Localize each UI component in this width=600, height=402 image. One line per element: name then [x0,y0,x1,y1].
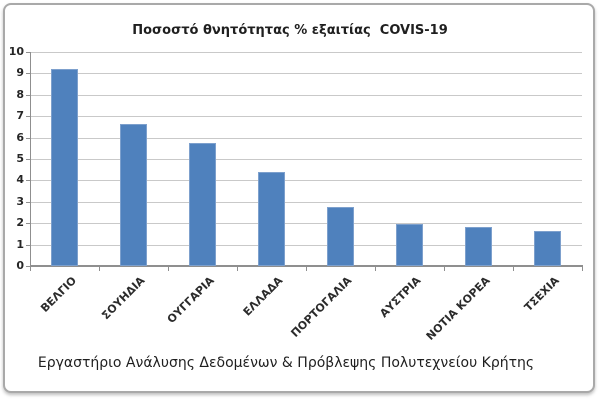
chart-footer: Εργαστήριο Ανάλυσης Δεδομένων & Πρόβλεψη… [37,355,535,371]
y-axis-tick-label: 7 [16,109,24,123]
x-tick [444,267,445,271]
x-axis-line [30,265,583,267]
bar-ΠΟΡΤΟΓΑΛΙΑ [327,207,354,266]
gridline [30,244,582,246]
y-axis-tick-label: 5 [16,152,24,165]
bar-ΤΣΕΧΙΑ [534,230,561,266]
x-tick [30,267,31,271]
y-axis-tick-label: 6 [16,130,24,144]
y-tick [26,137,30,139]
gridline [30,116,582,118]
gridline [30,137,582,139]
y-axis-tick-label: 1 [16,237,24,251]
y-tick [26,201,30,203]
bar-ΑΥΣΤΡΙΑ [396,224,423,266]
y-axis-tick-label: 0 [16,259,24,272]
bar-ΝΟΤΙΑ ΚΟΡΕΑ [465,227,492,266]
y-tick [26,159,30,160]
gridline [30,223,582,225]
y-tick [26,52,30,53]
gridline [30,94,582,96]
chart-frame [3,3,595,393]
gridline [30,201,582,203]
y-axis-tick-label: 10 [8,45,24,58]
y-tick [26,73,30,75]
x-tick [582,267,583,271]
x-tick [237,267,238,271]
y-axis-tick-label: 9 [16,66,24,80]
bar-ΕΛΛΑΔΑ [258,171,285,266]
gridline [30,159,582,160]
y-axis-tick-label: 2 [16,216,24,230]
x-tick [513,267,514,271]
y-tick [26,266,30,267]
bar-ΒΕΛΓΙΟ [51,69,78,266]
y-axis-line [30,52,31,266]
y-axis-tick-label: 8 [16,87,24,101]
bar-ΟΥΓΓΑΡΙΑ [189,142,216,266]
y-axis-tick-label: 4 [16,173,24,187]
y-tick [26,223,30,225]
gridline [30,180,582,182]
bar-ΣΟΥΗΔΙΑ [120,123,147,266]
y-tick [26,94,30,96]
y-tick [26,244,30,246]
y-tick [26,180,30,182]
y-tick [26,116,30,118]
chart-title: Ποσοστό θνητότητας % εξαιτίας COVIS-19 [132,23,448,38]
x-tick [306,267,307,271]
gridline [30,73,582,75]
x-tick [168,267,169,271]
x-tick [99,267,100,271]
y-axis-tick-label: 3 [16,194,24,208]
x-tick [375,267,376,271]
gridline [30,52,582,53]
